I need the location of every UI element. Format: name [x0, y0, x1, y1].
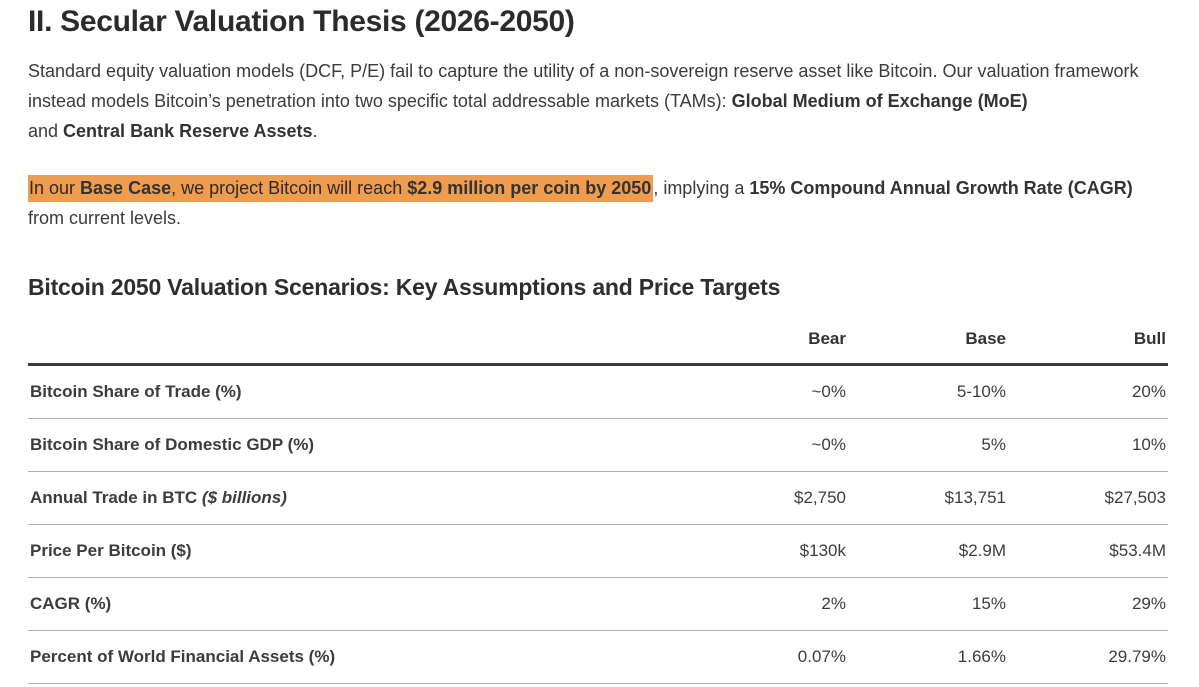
row-label-note: ($ billions)	[201, 488, 287, 507]
thesis-text-end: from current levels.	[28, 208, 182, 228]
highlighted-text: In our Base Case, we project Bitcoin wil…	[28, 175, 654, 202]
header-base: Base	[965, 329, 1006, 348]
row-label-text: Bitcoin Share of Domestic GDP (%)	[30, 435, 315, 454]
highlight-bold-base-case: Base Case	[80, 178, 172, 198]
table-row: Price Per Bitcoin ($) $130k $2.9M $53.4M	[28, 525, 1168, 578]
row-label: Bitcoin Share of Domestic GDP (%)	[28, 419, 688, 472]
highlight-text: In our	[29, 178, 81, 198]
cell-bear: 2%	[821, 594, 846, 613]
valuation-table: Bear Base Bull Bitcoin Share of Trade (%…	[28, 319, 1168, 684]
row-label: CAGR (%)	[28, 578, 688, 631]
cell-bear: $2,750	[794, 488, 846, 507]
cell-bull: 10%	[1131, 435, 1166, 454]
row-label: Bitcoin Share of Trade (%)	[28, 365, 688, 419]
row-label-text: CAGR (%)	[30, 594, 112, 613]
cell-bull: $27,503	[1104, 488, 1166, 507]
cell-bear: ~0%	[811, 382, 847, 401]
row-label-text: Bitcoin Share of Trade (%)	[30, 382, 242, 401]
cell-bull: 29.79%	[1108, 647, 1166, 666]
row-label-text: Percent of World Financial Assets (%)	[30, 647, 336, 666]
highlight-text-mid: , we project Bitcoin will reach	[171, 178, 408, 198]
cell-bull: $53.4M	[1109, 541, 1166, 560]
cell-base: 5%	[981, 435, 1006, 454]
cell-base: 1.66%	[957, 647, 1006, 666]
thesis-bold-cagr: 15% Compound Annual Growth Rate (CAGR)	[749, 178, 1133, 198]
page-title: II. Secular Valuation Thesis (2026-2050)	[28, 5, 575, 38]
cell-bull: 20%	[1131, 382, 1166, 401]
table-header-row: Bear Base Bull	[28, 319, 1168, 365]
table-row: Bitcoin Share of Domestic GDP (%) ~0% 5%…	[28, 419, 1168, 472]
row-label-text: Price Per Bitcoin ($)	[30, 541, 192, 560]
intro-text-and: and	[28, 121, 64, 141]
table-title: Bitcoin 2050 Valuation Scenarios: Key As…	[28, 274, 781, 300]
highlight-bold-price-target: $2.9 million per coin by 2050	[407, 178, 652, 198]
cell-base: $13,751	[944, 488, 1006, 507]
row-label: Price Per Bitcoin ($)	[28, 525, 688, 578]
cell-base: $2.9M	[958, 541, 1006, 560]
cell-bear: ~0%	[811, 435, 847, 454]
intro-bold-reserve: Central Bank Reserve Assets	[63, 121, 313, 141]
header-bull: Bull	[1133, 329, 1166, 348]
table-row: Percent of World Financial Assets (%) 0.…	[28, 631, 1168, 684]
cell-base: 5-10%	[956, 382, 1006, 401]
intro-period: .	[312, 121, 318, 141]
intro-bold-moe: Global Medium of Exchange (MoE)	[731, 91, 1028, 111]
header-bear: Bear	[808, 329, 846, 348]
header-empty-cell	[28, 319, 688, 365]
thesis-paragraph: In our Base Case, we project Bitcoin wil…	[28, 173, 1168, 233]
thesis-text: , implying a	[653, 178, 750, 198]
row-label: Annual Trade in BTC ($ billions)	[28, 472, 688, 525]
table-row: Bitcoin Share of Trade (%) ~0% 5-10% 20%	[28, 365, 1168, 419]
table-row: CAGR (%) 2% 15% 29%	[28, 578, 1168, 631]
intro-text: Standard equity valuation models (DCF, P…	[28, 61, 1139, 111]
intro-paragraph: Standard equity valuation models (DCF, P…	[28, 56, 1168, 146]
cell-bull: 29%	[1131, 594, 1166, 613]
cell-base: 15%	[971, 594, 1006, 613]
cell-bear: $130k	[799, 541, 846, 560]
cell-bear: 0.07%	[797, 647, 846, 666]
row-label: Percent of World Financial Assets (%)	[28, 631, 688, 684]
table-row: Annual Trade in BTC ($ billions) $2,750 …	[28, 472, 1168, 525]
row-label-text: Annual Trade in BTC	[30, 488, 202, 507]
